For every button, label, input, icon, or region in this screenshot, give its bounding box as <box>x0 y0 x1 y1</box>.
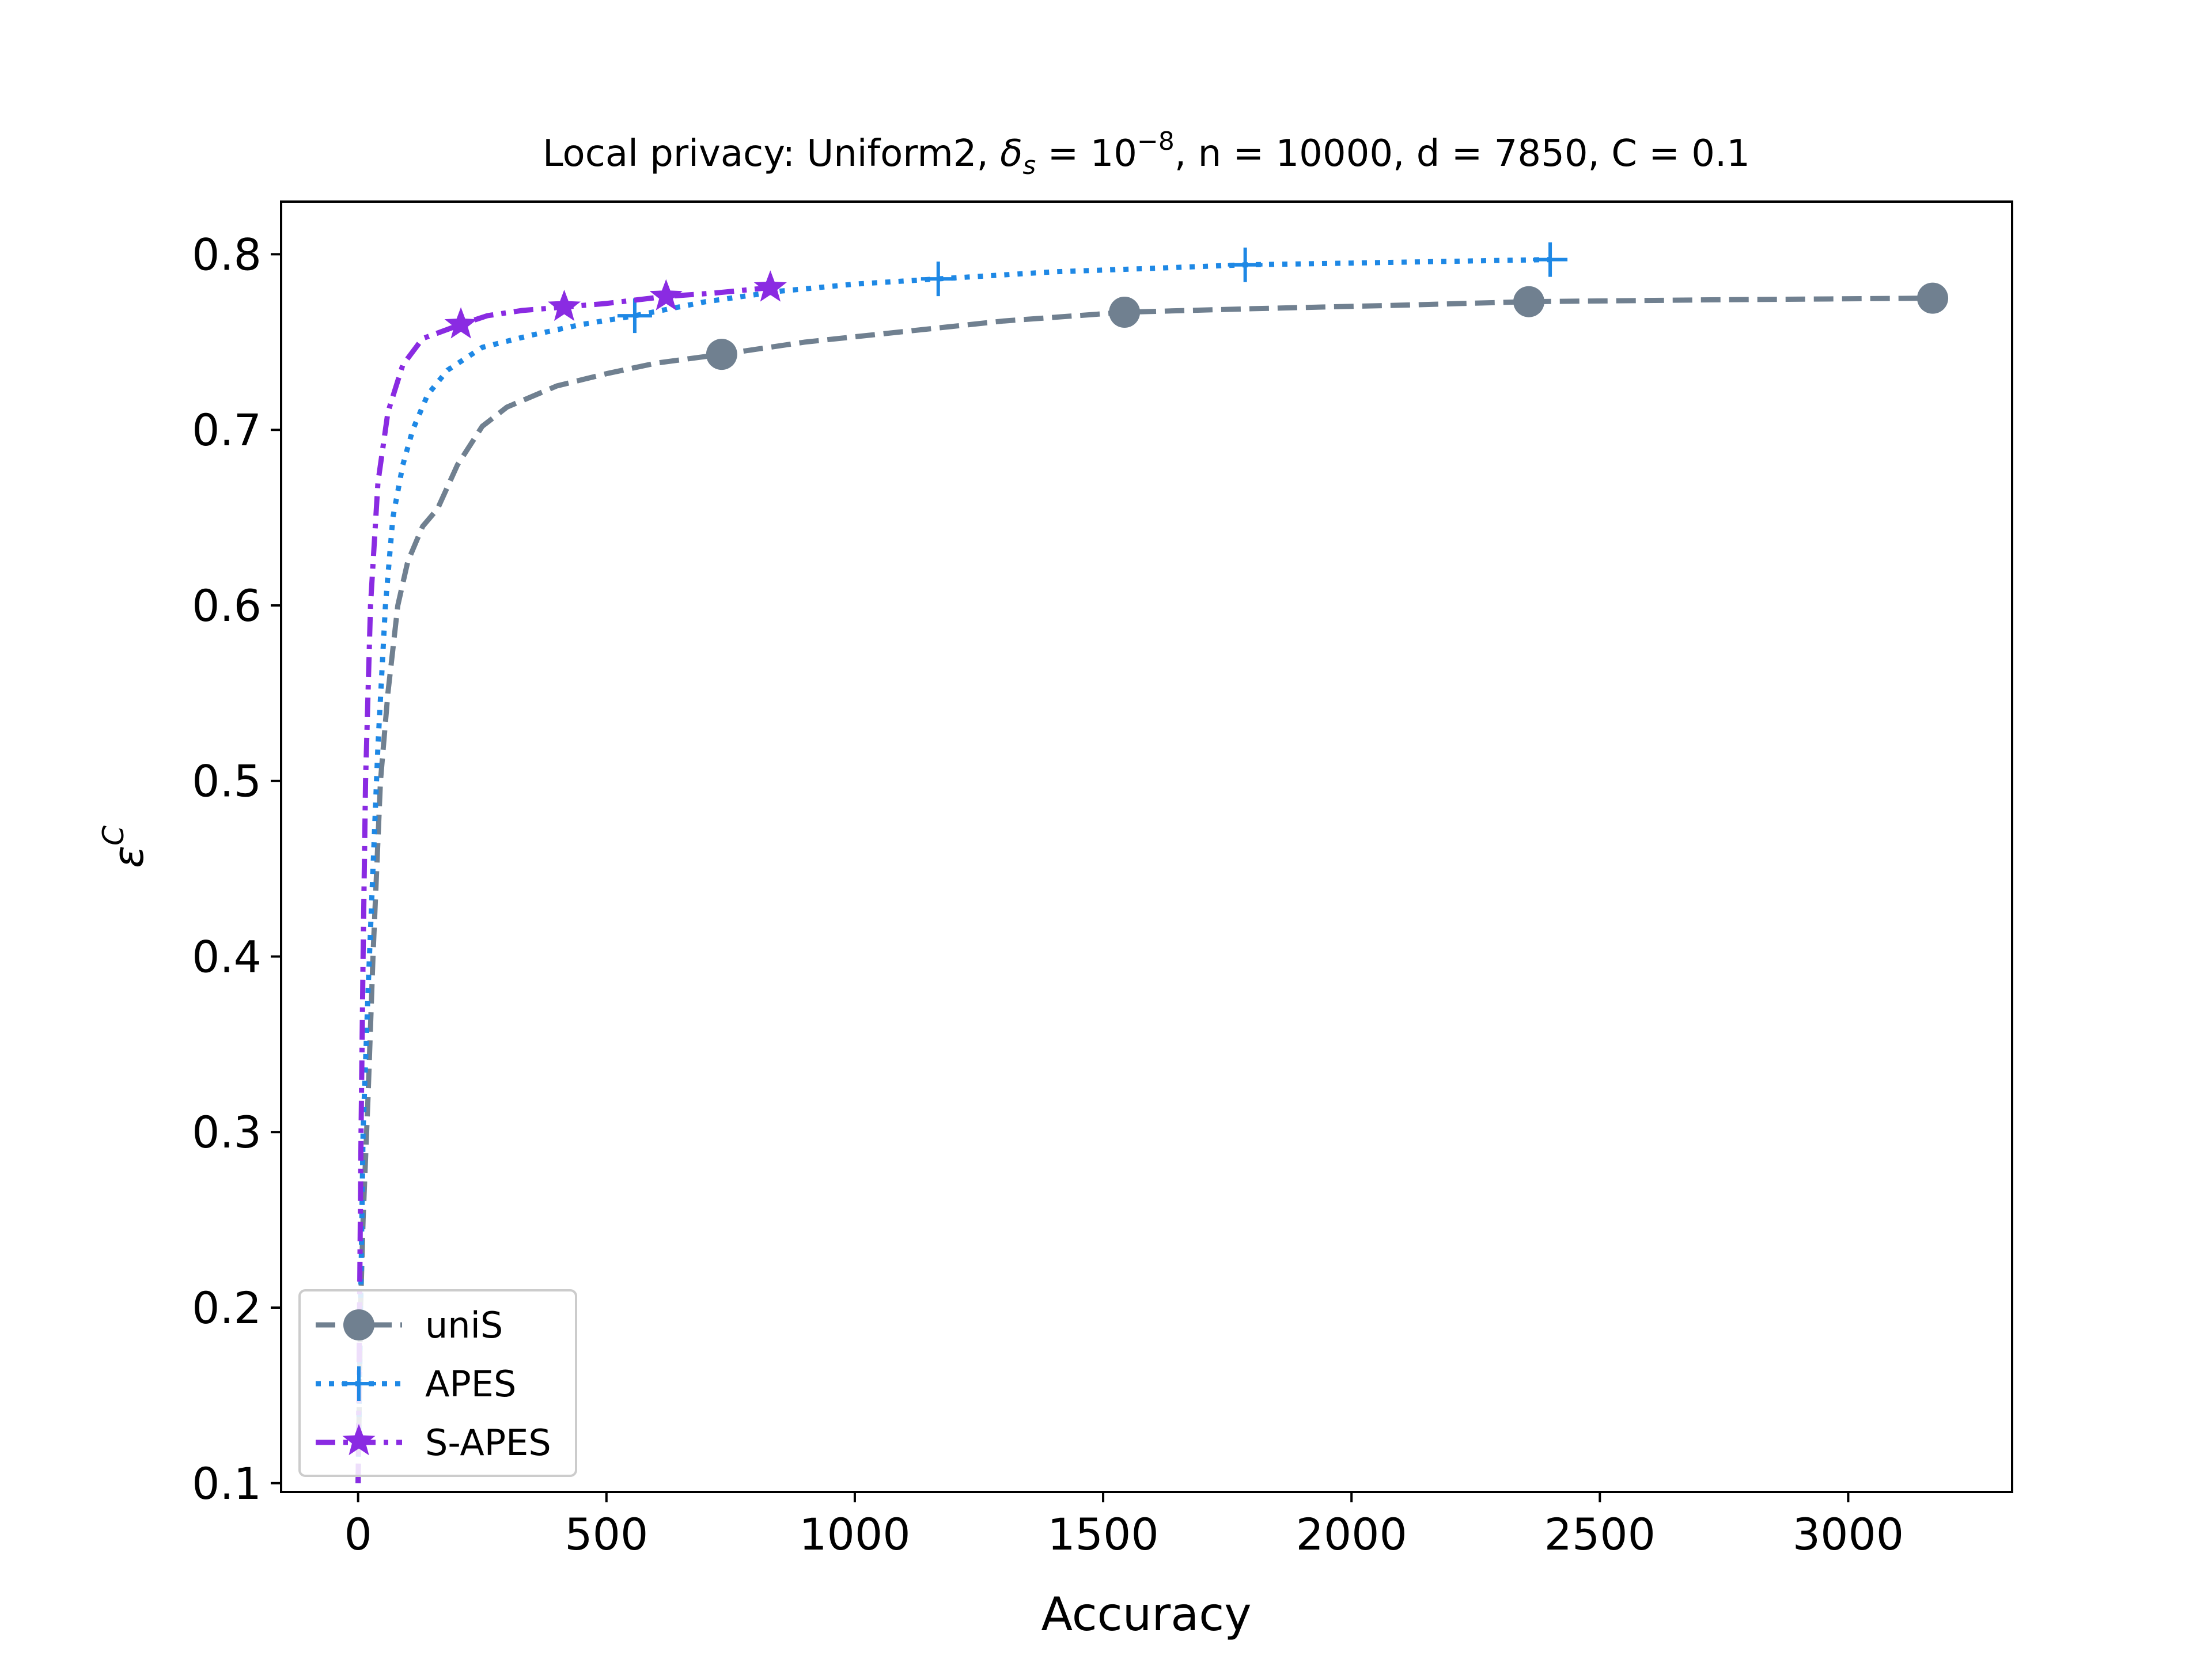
y-tick-label: 0.4 <box>192 931 262 982</box>
data-point-unis <box>706 339 737 370</box>
series-line-s-apes <box>355 285 771 1483</box>
legend: uniS APES S-APES <box>298 1289 577 1477</box>
series-line-unis <box>355 296 1933 1483</box>
plot-frame <box>280 200 2013 1493</box>
y-tick-label: 0.3 <box>192 1107 262 1158</box>
data-point-apes <box>617 298 652 334</box>
title-n-part: , n = 10000 <box>1175 132 1393 175</box>
legend-label-apes: APES <box>425 1363 516 1405</box>
x-tick-label: 1500 <box>1047 1509 1158 1560</box>
y-axis-label: εC <box>97 825 153 868</box>
x-tick-label: 3000 <box>1793 1509 1904 1560</box>
title-delta: δ <box>1000 132 1022 175</box>
data-point-unis <box>1109 297 1141 328</box>
y-label-base: ε <box>104 846 153 868</box>
y-tick-label: 0.6 <box>192 580 262 631</box>
legend-marker-unis <box>343 1309 374 1340</box>
series-layer <box>355 242 1949 1483</box>
legend-item-apes: APES <box>316 1363 516 1405</box>
data-point-s-apes <box>444 307 478 339</box>
x-tick-label: 2500 <box>1544 1509 1656 1560</box>
legend-item-s-apes: S-APES <box>316 1422 551 1464</box>
y-tick-label: 0.1 <box>192 1458 262 1509</box>
legend-item-unis: uniS <box>316 1304 503 1346</box>
legend-marker-apes <box>342 1366 376 1401</box>
y-tick-label: 0.5 <box>192 756 262 807</box>
data-point-apes <box>921 262 956 297</box>
title-delta-subscript: s <box>1022 151 1036 180</box>
axis-layer: 0 500 1000 1500 2000 2500 3000 0.1 0.2 0.3 0.4 0.5 0… <box>192 229 1904 1560</box>
title-delta-exponent: −8 <box>1137 127 1175 156</box>
data-point-apes <box>1533 242 1568 277</box>
legend-label-unis: uniS <box>425 1304 503 1346</box>
x-tick-label: 1000 <box>799 1509 910 1560</box>
title-c-part: , C = 0.1 <box>1588 132 1750 175</box>
chart-title: Local privacy: Uniform2, δs = 10−8, n = … <box>543 127 1750 180</box>
y-tick-label: 0.2 <box>192 1282 262 1334</box>
data-point-s-apes <box>649 279 683 310</box>
data-point-s-apes <box>548 289 581 321</box>
data-point-apes <box>1228 247 1263 282</box>
x-tick-label: 2000 <box>1296 1509 1407 1560</box>
legend-marker-s-apes <box>342 1424 376 1456</box>
title-d-part: , d = 7850 <box>1393 132 1588 175</box>
series-unis <box>355 282 1949 1483</box>
plot-area <box>281 202 2012 1492</box>
x-axis-label: Accuracy <box>1041 1588 1251 1641</box>
series-s-apes <box>355 270 787 1483</box>
series-line-apes <box>355 257 1551 1483</box>
y-label-superscript: C <box>97 825 130 846</box>
y-tick-label: 0.7 <box>192 404 262 456</box>
data-point-s-apes <box>753 270 787 302</box>
data-point-unis <box>1917 282 1949 314</box>
x-tick-label: 500 <box>565 1509 648 1560</box>
x-tick-label: 0 <box>344 1509 372 1560</box>
series-apes <box>355 242 1568 1483</box>
data-point-unis <box>1513 286 1545 317</box>
title-delta-equals: = 10 <box>1036 132 1137 175</box>
legend-label-s-apes: S-APES <box>425 1422 551 1464</box>
y-tick-label: 0.8 <box>192 229 262 280</box>
title-prefix: Local privacy: Uniform2, <box>543 132 1000 175</box>
